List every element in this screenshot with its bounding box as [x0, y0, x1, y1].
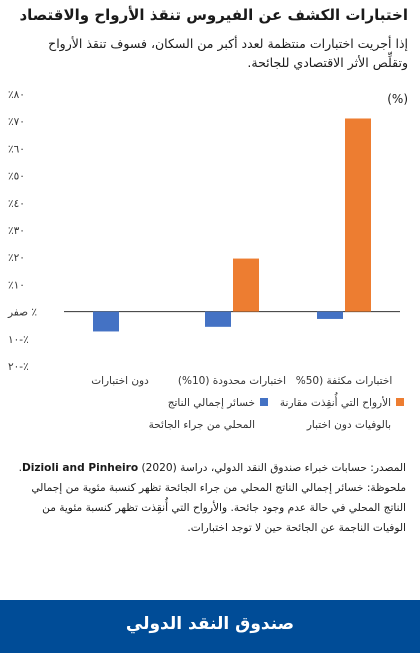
legend-label: خسائر إجمالي الناتج [168, 397, 255, 409]
y-tick-label: ٪٤٠ [8, 198, 25, 210]
source-note: المصدر: حسابات خبراء صندوق النقد الدولي،… [18, 462, 406, 474]
source-author: Dizioli and Pinheiro [21, 462, 139, 474]
y-tick-label: ٪٨٠ [8, 89, 25, 101]
legend-swatch [260, 398, 268, 406]
bar [93, 311, 119, 332]
unit-label: (%) [387, 92, 408, 106]
bar [233, 258, 259, 312]
footer-label: صندوق النقد الدولي [125, 614, 295, 634]
bar-chart: ٢٠-٪ ١٠-٪ صفر ٪ ٪١٠ ٪٢٠ ٪٣٠ ٪٤٠ ٪٥٠ ٪٦٠ ٪٧٠ ٪٨٠ دون… [7, 89, 400, 387]
category-label: اختبارات مكثفة (50% [296, 375, 392, 387]
legend-swatch [396, 398, 404, 406]
bar [317, 311, 343, 319]
y-tick-label: ٪٦٠ [8, 143, 25, 155]
y-tick-label: ٪٢٠ [8, 252, 25, 264]
chart-title: اختبارات الكشف عن الفيروس تنقذ الأرواح و… [19, 6, 408, 24]
note-text: ملحوظة: خسائر إجمالي الناتج المحلي من جر… [31, 482, 406, 534]
chart-subtitle: إذا أجريت اختبارات منتظمة لعدد أكبر من ا… [48, 36, 408, 70]
category-label: اختبارات محدودة (10%) [178, 375, 286, 387]
source-prefix: المصدر: حسابات خبراء صندوق النقد الدولي،… [141, 462, 406, 474]
y-tick-label: ١٠-٪ [8, 334, 29, 346]
bar [205, 311, 231, 327]
chart-notes: المصدر: حسابات خبراء صندوق النقد الدولي،… [18, 458, 406, 538]
legend-label: المحلي من جراء الجائحة [149, 419, 255, 431]
y-tick-label: صفر ٪ [7, 307, 37, 319]
y-tick-label: ٪٥٠ [8, 171, 25, 183]
legend-label: بالوفيات دون اختبار [306, 419, 391, 431]
y-tick-label: ٪١٠ [8, 279, 25, 291]
legend-label: الأرواح التي أُنقِذت مقارنة [280, 392, 391, 409]
bar [345, 118, 371, 312]
category-label: دون اختبارات [91, 375, 149, 387]
y-tick-label: ٢٠-٪ [8, 361, 29, 373]
y-tick-label: ٪٣٠ [8, 225, 25, 237]
chart-legend: خسائر إجمالي الناتج المحلي من جراء الجائح… [149, 392, 404, 431]
footer-bar: صندوق النقد الدولي [0, 600, 420, 653]
y-tick-label: ٪٧٠ [8, 116, 25, 128]
